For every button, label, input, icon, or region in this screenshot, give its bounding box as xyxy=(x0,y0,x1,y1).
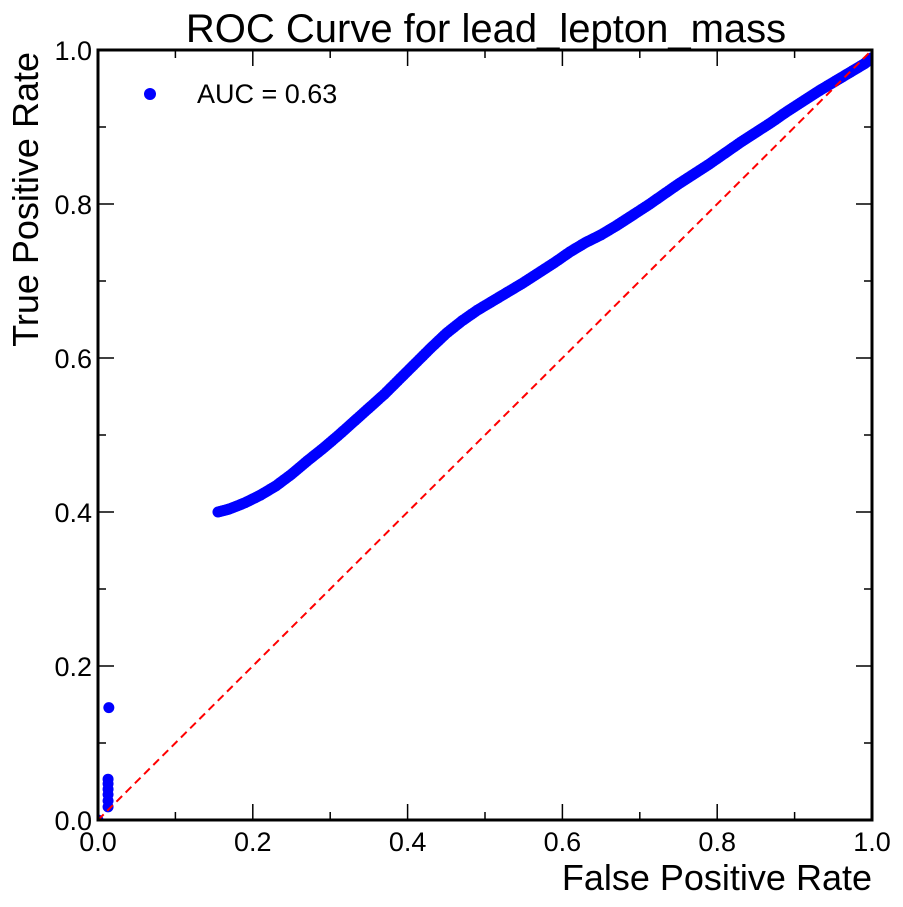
x-tick-label: 0.0 xyxy=(79,827,117,857)
x-tick-label: 0.8 xyxy=(698,827,736,857)
legend-marker xyxy=(144,88,156,100)
y-tick-label: 1.0 xyxy=(54,36,92,66)
chart-title: ROC Curve for lead_lepton_mass xyxy=(186,7,786,51)
x-tick-label: 0.4 xyxy=(389,827,427,857)
plot-frame xyxy=(96,48,874,822)
diagonal-reference-line xyxy=(98,50,872,820)
y-tick-label: 0.8 xyxy=(54,190,92,220)
y-tick-label: 0.4 xyxy=(54,498,92,528)
y-tick-label: 0.0 xyxy=(54,806,92,836)
x-tick-label: 0.6 xyxy=(544,827,582,857)
legend-label: AUC = 0.63 xyxy=(197,79,337,109)
x-axis-label: False Positive Rate xyxy=(562,857,872,898)
plot-area: 0.0 0.2 0.4 0.6 0.8 1.0 0.0 0.2 0.4 0.6 0.8 1.0 AUC … xyxy=(54,36,890,857)
y-tick-label: 0.6 xyxy=(54,344,92,374)
x-tick-label: 0.2 xyxy=(234,827,272,857)
y-axis-label: True Positive Rate xyxy=(5,52,46,347)
roc-point xyxy=(103,702,115,714)
roc-series xyxy=(98,52,872,820)
roc-point xyxy=(102,773,114,785)
x-tick-label: 1.0 xyxy=(853,827,891,857)
y-tick-label: 0.2 xyxy=(54,652,92,682)
